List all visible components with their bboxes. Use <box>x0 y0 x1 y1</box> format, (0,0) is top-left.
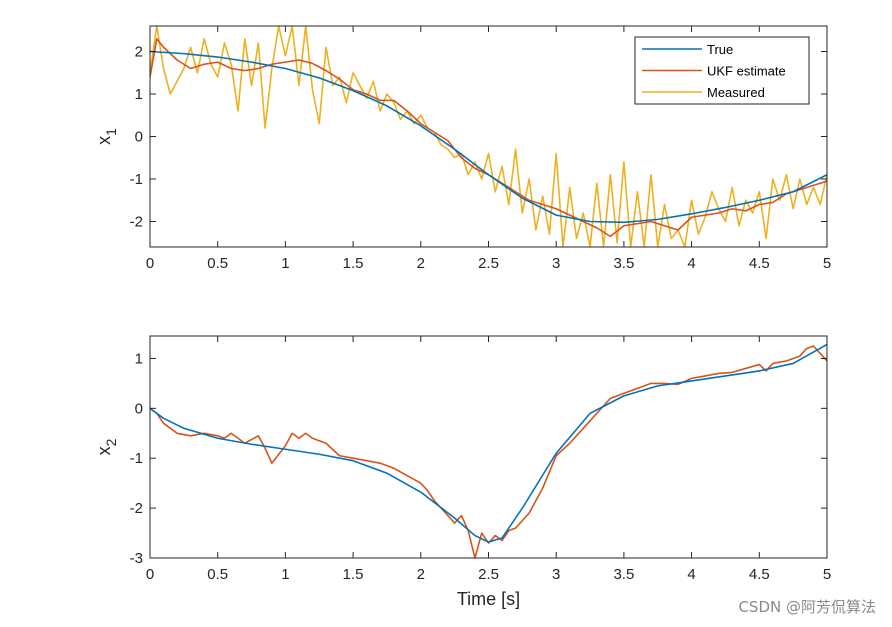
y-tick-label: 2 <box>135 44 143 61</box>
y-axis-label: x1 <box>94 128 119 145</box>
series-group <box>150 343 827 558</box>
x-tick-label: 1 <box>281 566 289 583</box>
x-tick-label: 0.5 <box>207 566 228 583</box>
x-tick-label: 3.5 <box>613 255 634 272</box>
x-tick-label: 1 <box>281 255 289 272</box>
y-tick-label: -3 <box>130 550 143 567</box>
series-group <box>150 26 827 247</box>
x-tick-label: 2.5 <box>478 566 499 583</box>
y-tick-label: -1 <box>130 450 143 467</box>
y-tick-label: 1 <box>135 86 143 103</box>
series-line-ukf-estimate <box>150 345 827 558</box>
legend-label-measured: Measured <box>707 85 765 100</box>
legend-label-ukf-estimate: UKF estimate <box>707 64 786 79</box>
x-tick-label: 4 <box>687 566 695 583</box>
x-tick-label: 4 <box>687 255 695 272</box>
series-line-ukf-estimate <box>150 37 827 238</box>
y-tick-label: -2 <box>130 214 143 231</box>
x-tick-label: 4.5 <box>749 566 770 583</box>
series-line-true <box>150 343 827 543</box>
legend: True UKF estimate Measured <box>634 36 810 105</box>
x-tick-label: 0 <box>146 255 154 272</box>
y-tick-label: 1 <box>135 350 143 367</box>
x-axis-label: Time [s] <box>457 589 520 609</box>
x-tick-label: 2.5 <box>478 255 499 272</box>
legend-label-true: True <box>707 42 733 57</box>
y-tick-label: -1 <box>130 171 143 188</box>
chart-x2: 0 0.5 1 1.5 2 2.5 3 3.5 4 4.5 5 -3 -2 -1 0 1 x2 Time [s] <box>94 335 831 609</box>
x-tick-label: 2 <box>417 566 425 583</box>
chart-x1: 0 0.5 1 1.5 2 2.5 3 3.5 4 4.5 5 -2 -1 0 1 2 x1 True UKF es… <box>94 25 831 272</box>
x-tick-label: 0 <box>146 566 154 583</box>
x-tick-label: 4.5 <box>749 255 770 272</box>
plot-area <box>150 336 827 558</box>
watermark: CSDN @阿芳侃算法 <box>738 598 876 616</box>
y-tick-label: 0 <box>135 400 143 417</box>
y-tick-label: 0 <box>135 129 143 146</box>
x-tick-label: 3 <box>552 255 560 272</box>
x-tick-label: 2 <box>417 255 425 272</box>
x-tick-label: 1.5 <box>343 566 364 583</box>
x-tick-label: 1.5 <box>343 255 364 272</box>
x-tick-label: 3.5 <box>613 566 634 583</box>
series-line-true <box>150 50 827 224</box>
x-tick-label: 0.5 <box>207 255 228 272</box>
x-tick-label: 5 <box>823 255 831 272</box>
y-axis-label: x2 <box>94 438 119 455</box>
x-tick-label: 3 <box>552 566 560 583</box>
series-line-measured <box>150 26 827 247</box>
y-tick-label: -2 <box>130 500 143 517</box>
x-tick-label: 5 <box>823 566 831 583</box>
